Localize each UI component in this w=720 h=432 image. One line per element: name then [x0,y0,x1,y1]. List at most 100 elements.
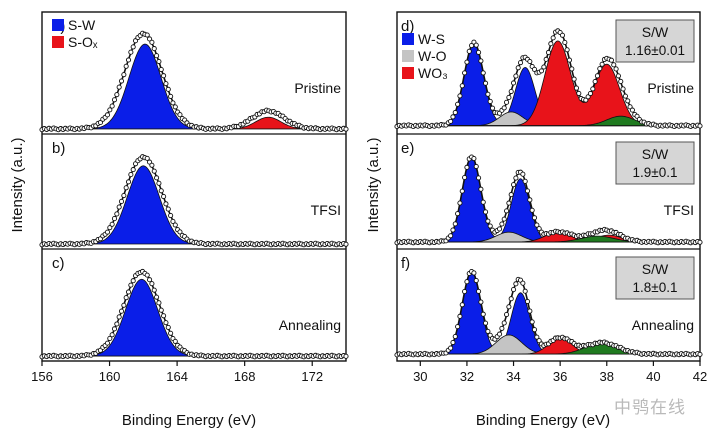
data-point-marker [629,107,635,113]
data-point-marker [151,287,157,293]
data-point-marker [527,58,533,65]
data-point-marker [508,88,514,95]
data-point-marker [118,308,125,314]
data-point-marker [534,334,540,340]
s2p-panel-b-data-points [39,154,349,248]
data-point-marker [517,60,524,66]
data-point-marker [172,338,178,344]
data-point-marker [163,201,169,207]
data-point-marker [457,200,463,206]
data-point-marker [459,302,465,308]
data-point-marker [697,239,703,245]
data-point-marker [450,114,456,120]
data-point-marker [534,222,540,228]
data-point-marker [168,93,174,99]
w4f-legend-label-0: W-S [418,31,445,47]
data-point-marker [569,66,575,72]
s2p-panel-b-sample-name: TFSI [311,202,341,218]
data-point-marker [585,94,591,100]
data-point-marker [144,272,150,278]
data-point-marker [170,218,176,225]
data-point-marker [343,241,349,247]
s2p-plot-frame [41,11,347,362]
data-point-marker [476,175,482,181]
data-point-marker [573,85,580,91]
ratio-title: S/W [642,24,669,40]
data-point-marker [114,92,120,98]
w4f-x-tick-label: 30 [413,369,427,384]
w4f-legend-label-2: WO₃ [418,65,448,81]
data-point-marker [529,319,535,325]
data-point-marker [156,58,162,65]
data-point-marker [343,126,349,132]
data-point-marker [590,86,596,92]
data-point-marker [562,39,568,46]
s2p-panel-b-fit-line [42,156,346,245]
data-point-marker [543,56,549,62]
data-point-marker [111,326,118,332]
data-point-marker [161,73,167,79]
data-point-marker [599,61,605,67]
s2p-plot [39,30,349,360]
s2p-panel-c-data-points [39,268,349,360]
s2p-panel-a-data-points [39,30,349,133]
data-point-marker [452,221,458,227]
data-point-marker [531,215,538,221]
data-point-marker [163,320,169,326]
data-point-marker [527,197,533,203]
data-point-marker [536,226,542,232]
s2p-x-tick-label: 168 [234,369,256,384]
data-point-marker [121,302,127,308]
data-point-marker [104,112,111,118]
data-point-marker [471,270,477,276]
data-point-marker [130,44,136,50]
data-point-marker [464,59,470,65]
data-point-marker [343,353,349,359]
data-point-marker [487,98,493,105]
w4f-y-axis-label: Intensity (a.u.) [365,137,382,232]
w4f-panel-e-ratio-box [615,141,695,185]
chart-w4f: 30 32 34 36 38 40 42 d) Pristine S/W 1.16±0.01 e) T… [365,11,707,429]
data-point-marker [165,86,171,92]
data-point-marker [522,178,528,184]
data-point-marker [107,335,113,342]
w4f-panel-d-data-points [394,28,703,130]
data-point-marker [520,280,526,286]
data-point-marker [508,296,514,302]
ratio-value: 1.9±0.1 [633,165,678,180]
data-point-marker [177,112,183,118]
s2p-panel-b-label: b) [52,140,65,157]
data-point-marker [538,68,545,74]
data-point-marker [499,325,505,331]
data-point-marker [154,294,160,300]
data-point-marker [114,321,120,327]
s2p-legend-label-0: S-W [68,17,96,33]
data-point-marker [503,311,510,318]
data-point-marker [459,188,465,194]
data-point-marker [130,278,136,284]
data-point-marker [107,225,113,231]
s2p-x-tick-label: 156 [31,369,53,384]
data-point-marker [471,155,477,162]
data-point-marker [466,48,472,54]
data-point-marker [121,72,127,78]
ratio-title: S/W [642,261,669,277]
w4f-x-tick-label: 32 [460,369,474,384]
data-point-marker [473,42,479,48]
data-point-marker [165,206,171,212]
data-point-marker [697,351,703,357]
s2p-x-tick-label: 160 [99,369,121,384]
data-point-marker [462,288,468,295]
s2p-legend-label-1: S-Oₓ [68,34,98,50]
data-point-marker [462,174,468,181]
data-point-marker [151,168,157,174]
data-point-marker [499,221,505,227]
data-point-marker [128,282,134,288]
s2p-legend-swatch-1 [52,36,64,48]
w4f-annotations: d) Pristine S/W 1.16±0.01 e) TFSI S/W 1.9±0.1 f)… [401,18,695,333]
data-point-marker [522,288,528,294]
data-point-marker [531,327,538,333]
data-point-marker [114,211,120,217]
data-point-marker [455,211,461,217]
